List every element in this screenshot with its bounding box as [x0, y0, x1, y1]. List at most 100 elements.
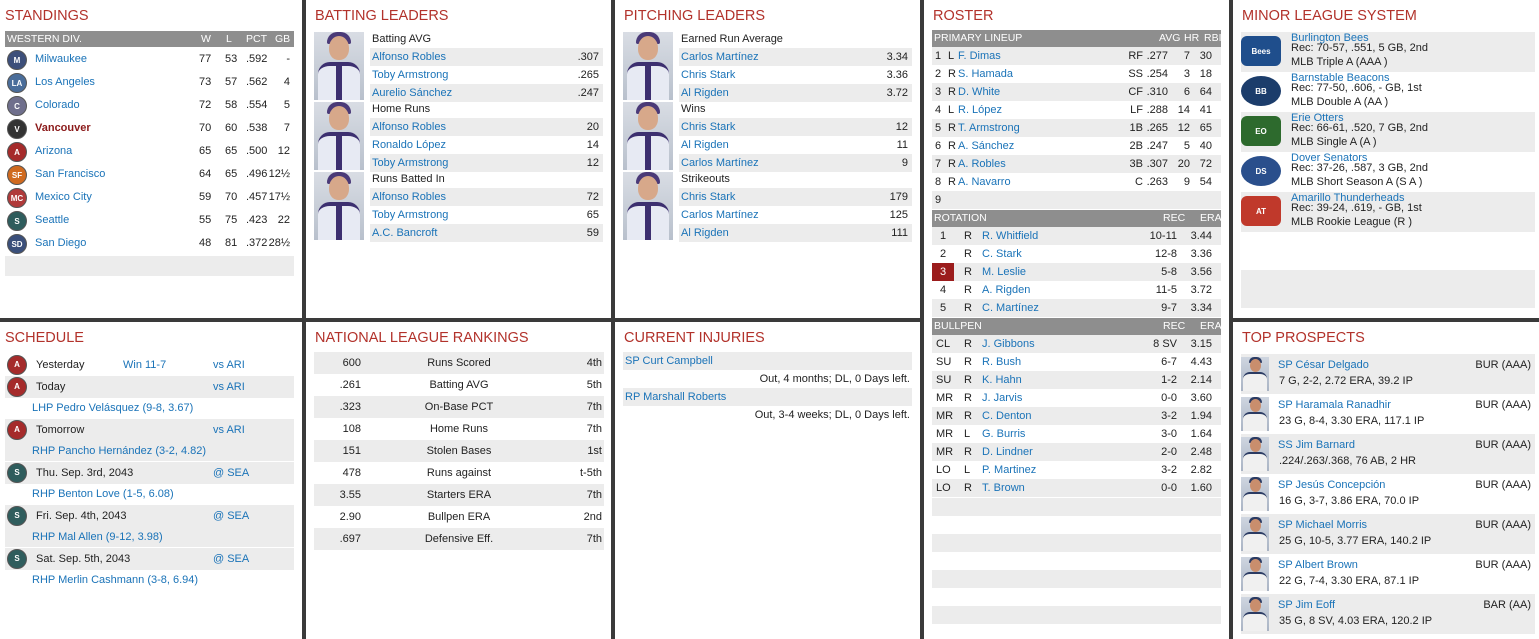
leader-row[interactable]: Carlos Martínez 125: [679, 206, 912, 224]
minor-team-row[interactable]: Bees Burlington Bees Rec: 70-57, .551, 5 G…: [1241, 32, 1535, 72]
leader-row[interactable]: Alfonso Robles .307: [370, 48, 603, 66]
leader-row[interactable]: A.C. Bancroft 59: [370, 224, 603, 242]
standings-row[interactable]: SF San Francisco 64 65 .496 12½: [5, 163, 294, 186]
leader-name-link[interactable]: Toby Armstrong: [372, 209, 449, 221]
bullpen-player-link[interactable]: K. Hahn: [982, 374, 1022, 386]
probable-pitcher-link[interactable]: RHP Merlin Cashmann (3-8, 6.94): [32, 574, 199, 586]
rotation-player-link[interactable]: C. Stark: [982, 248, 1022, 260]
bullpen-player-link[interactable]: R. Bush: [982, 356, 1022, 368]
lineup-row[interactable]: 1 L F. Dimas RF .277 7 30: [932, 47, 1221, 65]
lineup-row[interactable]: 4 L R. López LF .288 14 41: [932, 101, 1221, 119]
standings-row[interactable]: C Colorado 72 58 .554 5: [5, 94, 294, 117]
probable-pitcher-row[interactable]: RHP Merlin Cashmann (3-8, 6.94): [5, 570, 294, 590]
schedule-game-row[interactable]: A Yesterday Win 11-7 vs ARI: [5, 354, 294, 376]
minor-team-link[interactable]: Amarillo Thunderheads: [1291, 192, 1405, 204]
player-photo[interactable]: [623, 172, 673, 240]
leader-name-link[interactable]: Chris Stark: [681, 69, 736, 81]
leader-row[interactable]: Chris Stark 179: [679, 188, 912, 206]
lineup-row[interactable]: 5 R T. Armstrong 1B .265 12 65: [932, 119, 1221, 137]
player-photo[interactable]: [314, 172, 364, 240]
lineup-player-link[interactable]: F. Dimas: [958, 50, 1001, 62]
leader-row[interactable]: Chris Stark 12: [679, 118, 912, 136]
bullpen-row[interactable]: MR R J. Jarvis 0-0 3.60: [932, 389, 1221, 407]
prospect-row[interactable]: SP Albert Brown BUR (AAA) 22 G, 7-4, 3.30 …: [1241, 554, 1535, 594]
bullpen-player-link[interactable]: D. Lindner: [982, 446, 1033, 458]
game-opponent-link[interactable]: @ SEA: [213, 467, 250, 479]
game-opponent-link[interactable]: vs ARI: [213, 381, 245, 393]
bullpen-player-link[interactable]: G. Burris: [982, 428, 1026, 440]
bullpen-player-link[interactable]: C. Denton: [982, 410, 1032, 422]
leader-row[interactable]: Toby Armstrong 65: [370, 206, 603, 224]
lineup-row[interactable]: 9: [932, 191, 1221, 209]
lineup-row[interactable]: 6 R A. Sánchez 2B .247 5 40: [932, 137, 1221, 155]
leader-row[interactable]: Al Rigden 3.72: [679, 84, 912, 102]
team-name-link[interactable]: Vancouver: [35, 122, 91, 134]
team-name-link[interactable]: San Diego: [35, 237, 87, 249]
prospect-row[interactable]: SS Jim Barnard BUR (AAA) .224/.263/.368, 7…: [1241, 434, 1535, 474]
leader-name-link[interactable]: Ronaldo López: [372, 139, 447, 151]
player-photo[interactable]: [314, 32, 364, 100]
leader-name-link[interactable]: Carlos Martínez: [681, 157, 759, 169]
bullpen-player-link[interactable]: T. Brown: [982, 482, 1025, 494]
team-name-link[interactable]: Seattle: [35, 214, 70, 226]
lineup-player-link[interactable]: A. Navarro: [958, 176, 1011, 188]
bullpen-row[interactable]: MR R D. Lindner 2-0 2.48: [932, 443, 1221, 461]
schedule-game-row[interactable]: A Tomorrow vs ARI: [5, 419, 294, 441]
lineup-row[interactable]: 2 R S. Hamada SS .254 3 18: [932, 65, 1221, 83]
prospect-name-link[interactable]: SP Albert Brown: [1278, 559, 1358, 571]
game-opponent-link[interactable]: vs ARI: [213, 424, 245, 436]
prospect-row[interactable]: SP Michael Morris BUR (AAA) 25 G, 10-5, 3.…: [1241, 514, 1535, 554]
leader-name-link[interactable]: Al Rigden: [681, 139, 729, 151]
leader-name-link[interactable]: Al Rigden: [681, 227, 729, 239]
prospect-name-link[interactable]: SP Jesús Concepción: [1278, 479, 1386, 491]
minor-team-row[interactable]: DS Dover Senators Rec: 37-26, .587, 3 GB, …: [1241, 152, 1535, 192]
prospect-photo[interactable]: [1241, 517, 1269, 551]
leader-name-link[interactable]: Chris Stark: [681, 191, 736, 203]
lineup-player-link[interactable]: S. Hamada: [958, 68, 1014, 80]
lineup-player-link[interactable]: A. Sánchez: [958, 140, 1015, 152]
rotation-row[interactable]: 2 R C. Stark 12-8 3.36: [932, 245, 1221, 263]
leader-row[interactable]: Al Rigden 111: [679, 224, 912, 242]
leader-name-link[interactable]: A.C. Bancroft: [372, 227, 438, 239]
bullpen-row[interactable]: SU R K. Hahn 1-2 2.14: [932, 371, 1221, 389]
prospect-row[interactable]: SP Jesús Concepción BUR (AAA) 16 G, 3-7, 3…: [1241, 474, 1535, 514]
leader-row[interactable]: Al Rigden 11: [679, 136, 912, 154]
leader-row[interactable]: Alfonso Robles 20: [370, 118, 603, 136]
leader-name-link[interactable]: Carlos Martínez: [681, 51, 759, 63]
team-name-link[interactable]: Mexico City: [35, 191, 92, 203]
minor-team-link[interactable]: Barnstable Beacons: [1291, 72, 1390, 84]
leader-row[interactable]: Toby Armstrong 12: [370, 154, 603, 172]
bullpen-row[interactable]: LO R T. Brown 0-0 1.60: [932, 479, 1221, 497]
probable-pitcher-link[interactable]: LHP Pedro Velásquez (9-8, 3.67): [32, 402, 194, 414]
rotation-row[interactable]: 5 R C. Martínez 9-7 3.34: [932, 299, 1221, 317]
standings-row[interactable]: V Vancouver 70 60 .538 7: [5, 117, 294, 140]
minor-team-link[interactable]: Dover Senators: [1291, 152, 1368, 164]
bullpen-row[interactable]: LO L P. Martinez 3-2 2.82: [932, 461, 1221, 479]
prospect-row[interactable]: SP Haramala Ranadhir BUR (AAA) 23 G, 8-4, …: [1241, 394, 1535, 434]
leader-name-link[interactable]: Carlos Martínez: [681, 209, 759, 221]
prospect-name-link[interactable]: SP Jim Eoff: [1278, 599, 1336, 611]
rotation-row[interactable]: 4 R A. Rigden 11-5 3.72: [932, 281, 1221, 299]
injured-player-link[interactable]: RP Marshall Roberts: [625, 391, 727, 403]
player-photo[interactable]: [623, 32, 673, 100]
team-name-link[interactable]: San Francisco: [35, 168, 106, 180]
player-photo[interactable]: [623, 102, 673, 170]
bullpen-row[interactable]: CL R J. Gibbons 8 SV 3.15: [932, 335, 1221, 353]
game-result-link[interactable]: Win 11-7: [123, 359, 167, 371]
prospect-name-link[interactable]: SP Michael Morris: [1278, 519, 1368, 531]
bullpen-row[interactable]: MR R C. Denton 3-2 1.94: [932, 407, 1221, 425]
prospect-name-link[interactable]: SS Jim Barnard: [1278, 439, 1356, 451]
team-name-link[interactable]: Los Angeles: [35, 76, 95, 88]
game-opponent-link[interactable]: @ SEA: [213, 553, 250, 565]
prospect-row[interactable]: SP César Delgado BUR (AAA) 7 G, 2-2, 2.72 …: [1241, 354, 1535, 394]
standings-row[interactable]: M Milwaukee 77 53 .592 -: [5, 48, 294, 71]
lineup-player-link[interactable]: D. White: [958, 86, 1001, 98]
bullpen-row[interactable]: MR L G. Burris 3-0 1.64: [932, 425, 1221, 443]
prospect-photo[interactable]: [1241, 477, 1269, 511]
probable-pitcher-link[interactable]: RHP Pancho Hernández (3-2, 4.82): [32, 445, 207, 457]
leader-row[interactable]: Ronaldo López 14: [370, 136, 603, 154]
minor-team-row[interactable]: EO Erie Otters Rec: 66-61, .520, 7 GB, 2nd…: [1241, 112, 1535, 152]
injured-player-link[interactable]: SP Curt Campbell: [625, 355, 713, 367]
leader-row[interactable]: Alfonso Robles 72: [370, 188, 603, 206]
prospect-photo[interactable]: [1241, 437, 1269, 471]
